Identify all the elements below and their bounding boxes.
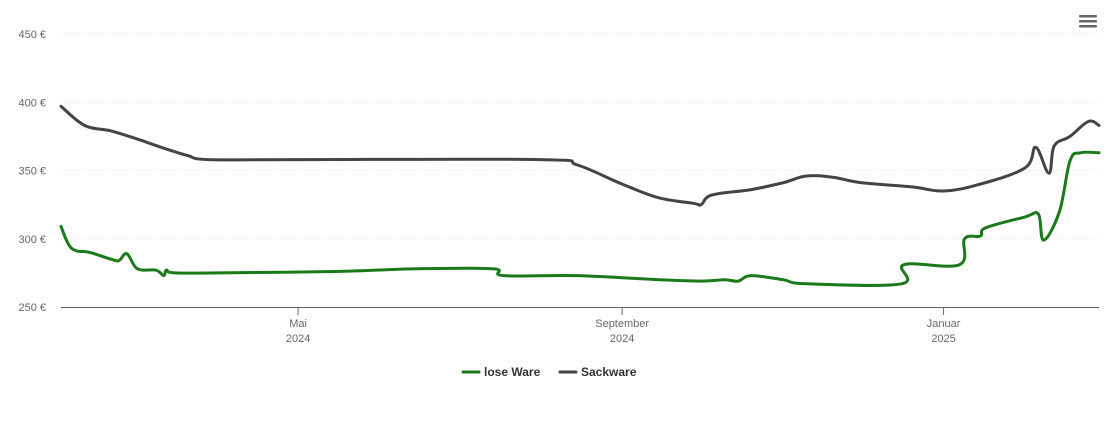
series-lines xyxy=(59,104,1101,287)
series-line-sackware xyxy=(59,104,1101,207)
y-tick-label: 400 € xyxy=(18,97,46,109)
x-tick-sublabel: 2025 xyxy=(931,333,955,345)
legend-label: lose Ware xyxy=(484,365,541,379)
grid xyxy=(61,33,1099,240)
x-tick-label: Mai xyxy=(289,318,307,330)
legend: lose Ware Sackware xyxy=(461,365,637,379)
x-tick-sublabel: 2024 xyxy=(286,333,310,345)
y-tick-label: 350 € xyxy=(18,166,46,178)
y-axis-ticks: 250 € 300 € 350 € 400 € 450 € xyxy=(18,29,46,314)
legend-item[interactable]: lose Ware xyxy=(461,365,541,379)
y-tick-label: 450 € xyxy=(18,29,46,41)
x-tick-sublabel: 2024 xyxy=(610,333,634,345)
chart-menu-button[interactable] xyxy=(1076,11,1100,31)
legend-label: Sackware xyxy=(581,365,637,379)
x-tick-label: Januar xyxy=(927,318,961,330)
hamburger-menu-icon xyxy=(1079,15,1097,28)
y-tick-label: 250 € xyxy=(18,302,46,314)
legend-item[interactable]: Sackware xyxy=(558,365,637,379)
y-tick-label: 300 € xyxy=(18,234,46,246)
x-tick-label: September xyxy=(595,318,649,330)
x-axis-ticks: Mai 2024 September 2024 Januar 2025 xyxy=(286,307,961,345)
series-line-lose-ware xyxy=(59,150,1101,287)
